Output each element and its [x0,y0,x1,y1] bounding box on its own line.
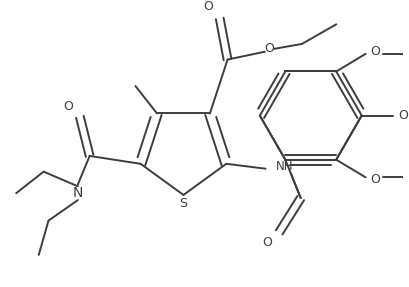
Text: O: O [63,100,73,113]
Text: NH: NH [276,160,294,173]
Text: O: O [203,0,213,13]
Text: O: O [263,236,272,249]
Text: O: O [398,109,408,122]
Text: O: O [371,45,380,58]
Text: N: N [73,186,83,200]
Text: O: O [371,173,380,186]
Text: S: S [180,197,187,210]
Text: O: O [265,42,274,55]
